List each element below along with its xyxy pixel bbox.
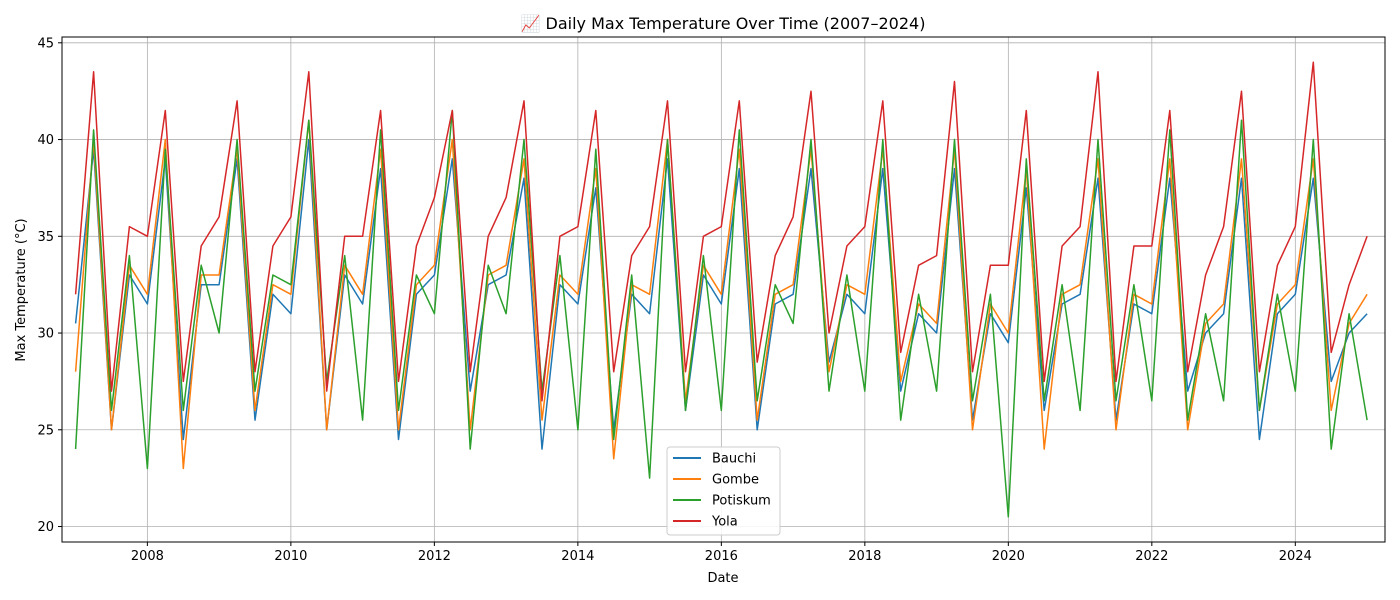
x-tick-label: 2022 (1135, 549, 1168, 564)
legend-label-gombe: Gombe (712, 473, 759, 488)
y-axis-label: Max Temperature (°C) (14, 218, 29, 361)
legend-items: Bauchi Gombe Potiskum Yola (673, 452, 771, 530)
y-tick-label: 45 (37, 36, 54, 51)
plot-area (61, 36, 1386, 543)
legend-box (666, 446, 781, 536)
legend-label-potiskum: Potiskum (712, 494, 771, 509)
y-tick-label: 25 (37, 423, 54, 438)
grid-lines (62, 37, 1385, 542)
y-tick-label: 20 (37, 520, 54, 535)
series-line-gombe (74, 119, 1368, 470)
x-tick-label: 2012 (418, 549, 451, 564)
x-tick-label: 2016 (705, 549, 738, 564)
x-axis-label: Date (707, 571, 738, 586)
series-layer (74, 61, 1368, 518)
x-tick-label: 2020 (992, 549, 1025, 564)
legend-label-bauchi: Bauchi (712, 452, 756, 467)
plot-frame (61, 36, 1386, 543)
legend: Bauchi Gombe Potiskum Yola (666, 446, 781, 536)
x-axis: 2008 2010 2012 2014 2016 2018 2020 2022 2024 (131, 542, 1312, 564)
series-line-yola (74, 61, 1368, 402)
y-tick-label: 40 (37, 133, 54, 148)
legend-label-yola: Yola (711, 515, 738, 530)
x-tick-label: 2018 (848, 549, 881, 564)
x-tick-label: 2008 (131, 549, 164, 564)
x-tick-label: 2010 (274, 549, 307, 564)
chart-title: 📈 Daily Max Temperature Over Time (2007–… (521, 14, 926, 33)
y-axis: 20 25 30 35 40 45 (37, 36, 62, 535)
y-tick-label: 35 (37, 230, 54, 245)
x-tick-label: 2014 (561, 549, 594, 564)
series-line-bauchi (74, 138, 1368, 450)
x-tick-label: 2024 (1279, 549, 1312, 564)
series-line-potiskum (74, 109, 1368, 518)
y-tick-label: 30 (37, 327, 54, 342)
